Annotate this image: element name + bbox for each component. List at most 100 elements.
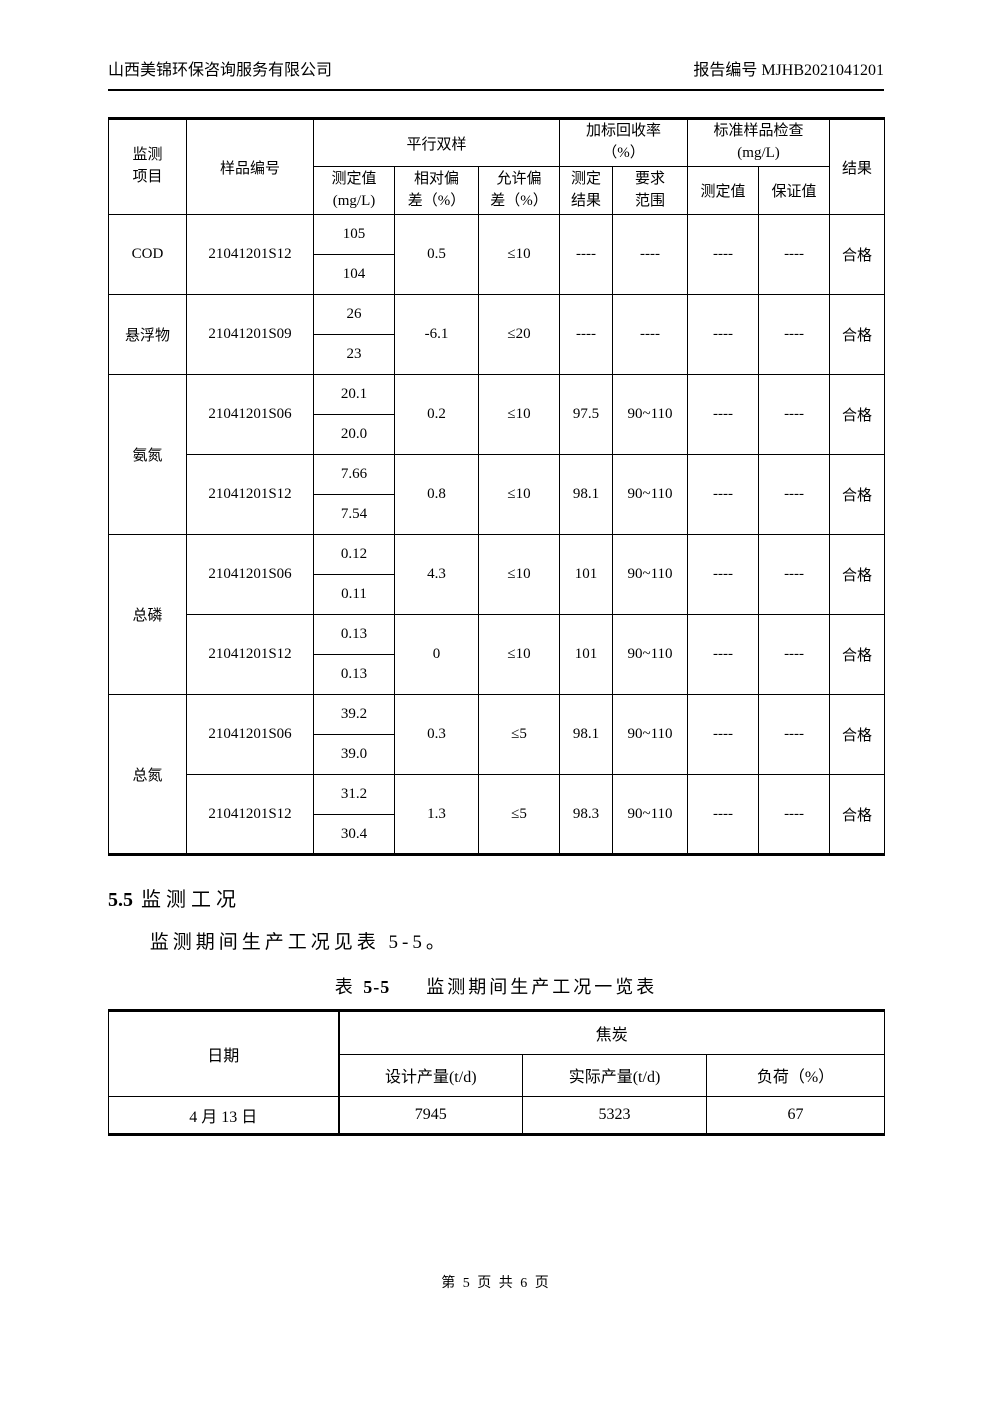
prod-data-row: 4 月 13 日 7945 5323 67 <box>108 1095 885 1135</box>
qc-row: 总磷 21041201S06 0.12 4.3 ≤10 101 90~110 -… <box>108 534 886 695</box>
cell-spike-result: 98.1 <box>559 694 614 775</box>
cell-design-output: 7945 <box>338 1095 523 1135</box>
qc-row: 总氮 21041201S06 39.2 0.3 ≤5 98.1 90~110 -… <box>108 694 886 855</box>
cell-measured-value: 0.13 <box>313 614 395 655</box>
section-title: 监测工况 <box>141 889 241 911</box>
qc-row: 20.0 <box>109 414 885 455</box>
qc-row: 21041201S12 31.2 1.3 ≤5 98.3 90~110 ----… <box>109 774 886 855</box>
cell-spike-result: ---- <box>559 294 614 375</box>
cell-result: 合格 <box>829 454 886 535</box>
cell-std-measured: ---- <box>687 214 760 295</box>
cell-item: 总磷 <box>108 534 187 695</box>
cell-sample-id: 21041201S12 <box>186 614 314 695</box>
caption-number: 5-5 <box>363 976 391 997</box>
cell-allowed-deviation: ≤20 <box>477 294 561 375</box>
cell-measured-value: 23 <box>313 334 395 375</box>
header-std-measured: 测定值 <box>687 166 760 215</box>
qc-row: 21041201S12 7.66 0.8 ≤10 98.1 90~110 ---… <box>109 454 886 535</box>
cell-result: 合格 <box>829 534 886 615</box>
cell-spike-result: 101 <box>559 534 614 615</box>
table-caption: 表 5-5 监测期间生产工况一览表 <box>108 973 884 999</box>
cell-measured-value: 39.0 <box>313 734 395 775</box>
prod-header-row-1: 日期 焦炭 <box>108 1009 885 1097</box>
cell-date: 4 月 13 日 <box>108 1095 340 1135</box>
cell-sample-id: 21041201S12 <box>186 214 314 295</box>
page-footer: 第 5 页 共 6 页 <box>441 1276 551 1291</box>
report-page: 山西美锦环保咨询服务有限公司 报告编号 MJHB2021041201 监测 项目… <box>108 62 886 1136</box>
cell-item: 总氮 <box>108 694 187 855</box>
cell-spike-result: 98.1 <box>559 454 614 535</box>
cell-std-certified: ---- <box>758 774 831 855</box>
cell-std-certified: ---- <box>758 534 831 615</box>
production-table-body: 4 月 13 日 7945 5323 67 <box>108 1095 885 1135</box>
cell-measured-value: 26 <box>313 294 395 335</box>
qc-row: 7.54 <box>109 494 885 535</box>
cell-result: 合格 <box>829 374 886 455</box>
header-result: 结果 <box>829 118 886 215</box>
cell-sample-id: 21041201S12 <box>186 774 314 855</box>
cell-relative-deviation: 0 <box>394 614 479 695</box>
prod-header-row-2: 设计产量(t/d) 实际产量(t/d) 负荷（%） <box>109 1053 885 1097</box>
cell-measured-value: 0.12 <box>313 534 395 575</box>
cell-sample-id: 21041201S06 <box>186 694 314 775</box>
cell-measured-value: 0.13 <box>313 654 395 695</box>
qc-table-body: COD 21041201S12 105 0.5 ≤10 ---- ---- --… <box>108 214 886 855</box>
cell-spike-range: 90~110 <box>612 534 689 615</box>
cell-result: 合格 <box>829 694 886 775</box>
cell-std-measured: ---- <box>687 534 760 615</box>
cell-result: 合格 <box>829 614 886 695</box>
cell-measured-value: 105 <box>313 214 395 255</box>
cell-allowed-deviation: ≤10 <box>477 214 561 295</box>
qc-row: 104 <box>109 254 885 295</box>
cell-spike-range: ---- <box>612 214 689 295</box>
cell-spike-range: 90~110 <box>612 774 689 855</box>
production-table: 日期 焦炭 设计产量(t/d) 实际产量(t/d) 负荷（%） 4 月 13 日… <box>108 1008 885 1136</box>
cell-std-certified: ---- <box>758 454 831 535</box>
cell-spike-range: 90~110 <box>612 614 689 695</box>
qc-table-head: 监测 项目 样品编号 平行双样 加标回收率 （%） 标准样品检查 (mg/L) … <box>108 118 886 215</box>
cell-measured-value: 20.1 <box>313 374 395 415</box>
cell-std-measured: ---- <box>687 374 760 455</box>
cell-std-measured: ---- <box>687 294 760 375</box>
cell-relative-deviation: 1.3 <box>394 774 479 855</box>
caption-prefix: 表 <box>334 976 364 997</box>
cell-measured-value: 0.11 <box>313 574 395 615</box>
header-item: 监测 项目 <box>108 118 187 215</box>
qc-header-row-2: 测定值 (mg/L) 相对偏 差（%） 允许偏 差（%） 测定 结果 要求 范围… <box>109 166 885 215</box>
qc-table: 监测 项目 样品编号 平行双样 加标回收率 （%） 标准样品检查 (mg/L) … <box>108 117 886 856</box>
cell-measured-value: 7.54 <box>313 494 395 535</box>
cell-measured-value: 39.2 <box>313 694 395 735</box>
cell-measured-value: 30.4 <box>313 814 395 855</box>
cell-item: 氨氮 <box>108 374 187 535</box>
header-std-certified: 保证值 <box>758 166 831 215</box>
cell-measured-value: 20.0 <box>313 414 395 455</box>
company-name: 山西美锦环保咨询服务有限公司 <box>108 62 333 79</box>
section-number: 5.5 <box>108 889 133 911</box>
header-measured-value: 测定值 (mg/L) <box>313 166 395 215</box>
header-spike-result: 测定 结果 <box>559 166 614 215</box>
body-paragraph: 监测期间生产工况见表 5-5。 <box>149 932 449 953</box>
cell-sample-id: 21041201S09 <box>186 294 314 375</box>
cell-allowed-deviation: ≤10 <box>477 534 561 615</box>
report-number: 报告编号 MJHB2021041201 <box>693 62 884 79</box>
cell-sample-id: 21041201S06 <box>186 374 314 455</box>
cell-spike-result: ---- <box>559 214 614 295</box>
header-product: 焦炭 <box>338 1009 885 1055</box>
cell-result: 合格 <box>829 774 886 855</box>
cell-load: 67 <box>706 1095 885 1135</box>
header-standard-group: 标准样品检查 (mg/L) <box>687 118 831 167</box>
cell-result: 合格 <box>829 294 886 375</box>
production-table-head: 日期 焦炭 设计产量(t/d) 实际产量(t/d) 负荷（%） <box>108 1009 885 1097</box>
cell-relative-deviation: -6.1 <box>394 294 479 375</box>
cell-spike-range: ---- <box>612 294 689 375</box>
cell-spike-result: 97.5 <box>559 374 614 455</box>
header-actual-output: 实际产量(t/d) <box>522 1053 707 1097</box>
cell-std-measured: ---- <box>687 694 760 775</box>
cell-sample-id: 21041201S12 <box>186 454 314 535</box>
cell-relative-deviation: 0.5 <box>394 214 479 295</box>
cell-spike-range: 90~110 <box>612 454 689 535</box>
cell-measured-value: 7.66 <box>313 454 395 495</box>
cell-measured-value: 104 <box>313 254 395 295</box>
cell-spike-result: 101 <box>559 614 614 695</box>
cell-item: COD <box>108 214 187 295</box>
